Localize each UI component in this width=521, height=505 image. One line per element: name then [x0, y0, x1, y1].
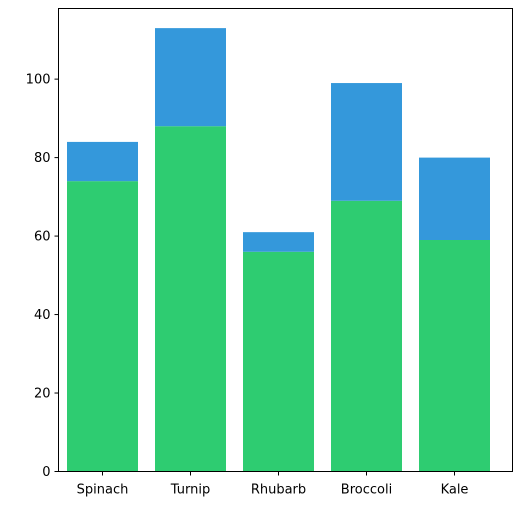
- bar-broccoli-segment-1: [331, 200, 402, 472]
- y-tick-label: 80: [34, 151, 51, 166]
- bar-turnip-segment-2: [155, 28, 226, 127]
- x-tick-label: Broccoli: [341, 483, 392, 498]
- x-tick-label: Turnip: [170, 483, 210, 498]
- y-tick-label: 100: [26, 73, 51, 88]
- x-axis: Spinach Turnip Rhubarb Broccoli Kale: [77, 471, 469, 498]
- plot-frame: [58, 8, 513, 472]
- bar-rhubarb-segment-2: [243, 232, 314, 252]
- bar-kale-segment-2: [419, 157, 490, 240]
- x-tick-label: Spinach: [77, 483, 129, 498]
- bar-rhubarb-segment-1: [243, 251, 314, 472]
- x-tick-label: Kale: [441, 483, 469, 498]
- bar-spinach-segment-1: [67, 181, 138, 472]
- bars-layer: [67, 28, 490, 472]
- bar-kale-segment-1: [419, 240, 490, 472]
- bar-turnip-segment-1: [155, 126, 226, 472]
- y-axis: 0 20 40 60 80 100: [26, 73, 59, 480]
- bar-spinach-segment-2: [67, 141, 138, 182]
- y-tick-label: 20: [34, 387, 51, 402]
- y-tick-label: 0: [42, 465, 50, 480]
- x-tick-label: Rhubarb: [251, 483, 306, 498]
- y-tick-label: 60: [34, 230, 51, 245]
- bar-broccoli-segment-2: [331, 83, 402, 201]
- y-tick-label: 40: [34, 308, 51, 323]
